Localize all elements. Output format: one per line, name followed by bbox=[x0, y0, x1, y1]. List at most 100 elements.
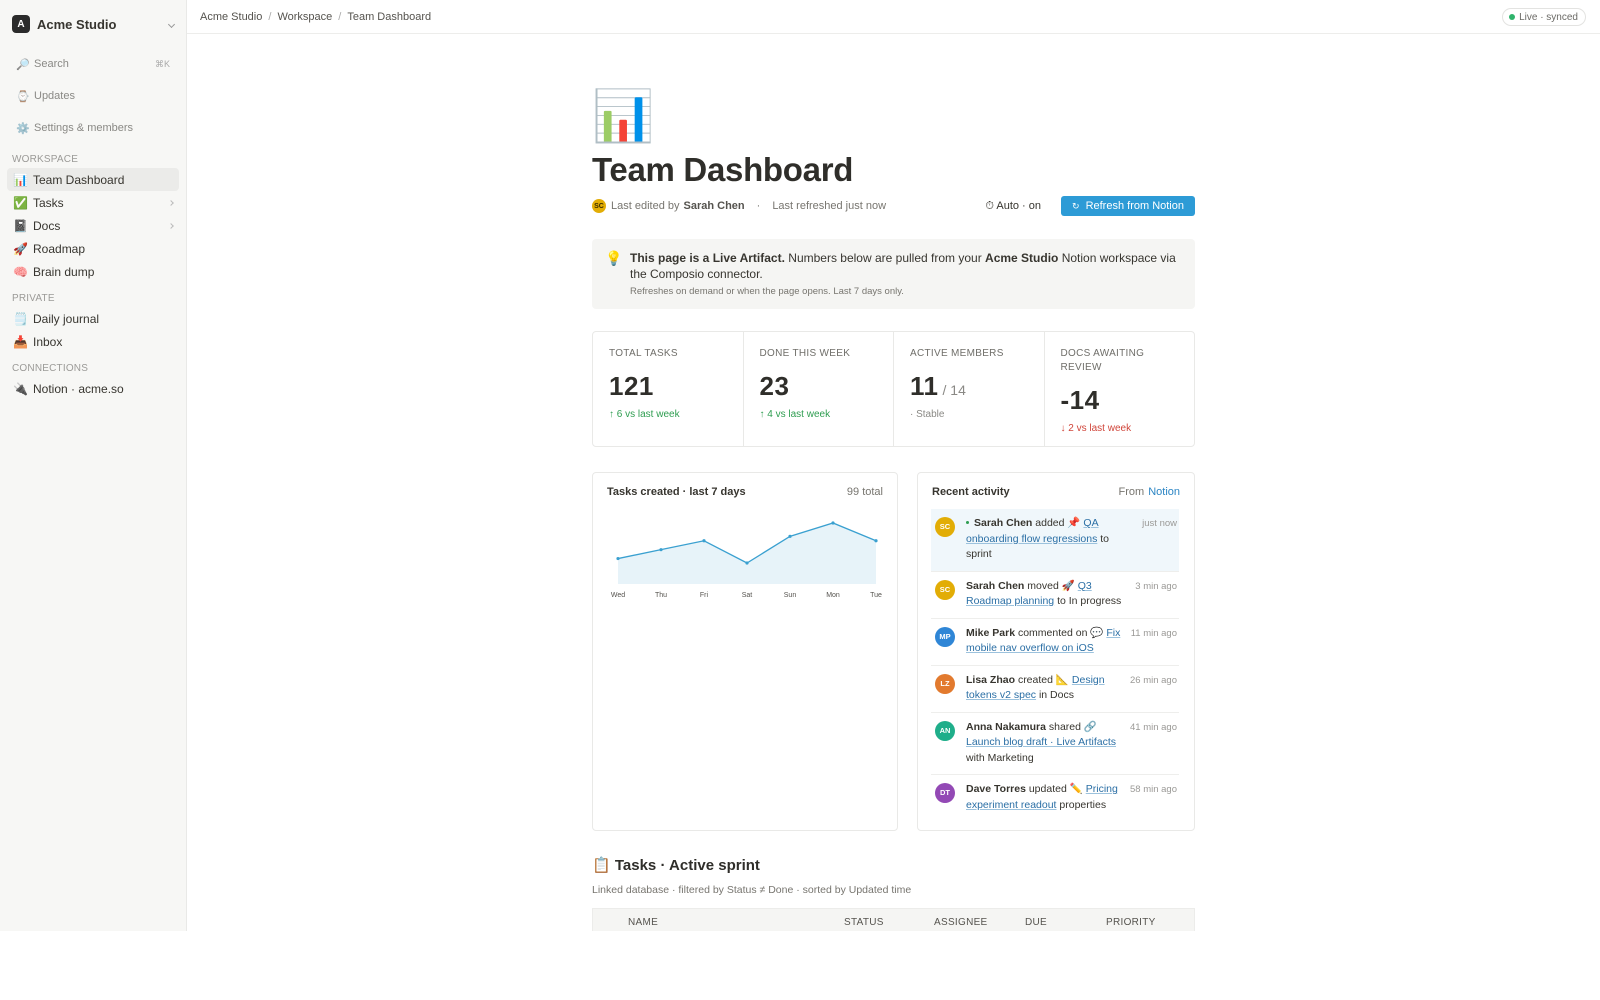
sidebar-item[interactable]: 🚀 Roadmap bbox=[7, 237, 179, 260]
stat-delta: · Stable bbox=[910, 409, 945, 420]
column-header[interactable]: PRIORITY bbox=[1106, 917, 1156, 928]
sidebar-item[interactable]: ✅ Tasks bbox=[7, 191, 179, 214]
sidebar-item[interactable]: 📓 Docs bbox=[7, 214, 179, 237]
callout-icon: 💡 bbox=[605, 250, 623, 266]
column-header[interactable]: ASSIGNEE bbox=[934, 917, 988, 928]
item-label: Docs bbox=[33, 218, 61, 233]
sync-status: Live · synced bbox=[1502, 8, 1586, 26]
action: added bbox=[1035, 517, 1065, 529]
area bbox=[618, 523, 876, 584]
activity-rest: to sprint bbox=[966, 532, 1110, 561]
target-link[interactable]: Q3 Roadmap planning bbox=[966, 579, 1092, 608]
actor: Lisa Zhao bbox=[966, 673, 1016, 686]
stat-value: 23 bbox=[760, 371, 878, 402]
target-link[interactable]: QA onboarding flow regressions bbox=[966, 517, 1099, 545]
chart-total: 99 total bbox=[846, 486, 883, 498]
target-link[interactable]: Launch blog draft · Live Artifacts bbox=[966, 736, 1116, 748]
auto-refresh[interactable]: ⏱ Auto · on bbox=[985, 200, 1041, 213]
action: updated bbox=[1028, 783, 1067, 795]
column-header[interactable]: DUE bbox=[1025, 917, 1048, 928]
activity-item: AN Anna Nakamura shared 🔗 Launch blog dra… bbox=[931, 713, 1179, 775]
stat-suffix: / 14 bbox=[942, 382, 966, 398]
time: just now bbox=[1142, 518, 1177, 529]
target-link[interactable]: Design tokens v2 spec bbox=[966, 673, 1105, 702]
column-header[interactable]: NAME bbox=[628, 917, 659, 928]
auto-icon: ⏱ bbox=[985, 199, 994, 212]
activity-text: Mike Park commented on 💬 Fix mobile nav … bbox=[966, 626, 1124, 657]
workspace-switcher[interactable]: A Acme Studio bbox=[0, 0, 186, 48]
time: 3 min ago bbox=[1135, 580, 1177, 592]
activity-item: SC Sarah Chen moved 🚀 Q3 Roadmap planning… bbox=[931, 572, 1179, 619]
breadcrumb[interactable]: Workspace bbox=[277, 10, 333, 23]
target-icon: 🚀 bbox=[1061, 579, 1075, 592]
time: 58 min ago bbox=[1129, 784, 1177, 795]
refresh-button[interactable]: ↻ Refresh from Notion bbox=[1061, 196, 1195, 216]
source-link[interactable]: Notion bbox=[1148, 486, 1180, 498]
topbar: Acme Studio / Workspace / Team Dashboard Liv… bbox=[187, 0, 1600, 34]
chevron bbox=[168, 199, 174, 206]
item-label: Tasks bbox=[33, 195, 64, 210]
chevron bbox=[168, 222, 174, 229]
app: A Acme Studio 🔎 Search ⌘K ⌚ Updates ⚙️ Setting… bbox=[0, 0, 1600, 931]
item-label: Brain dump bbox=[33, 264, 95, 279]
item-icon: 🧠 bbox=[13, 264, 28, 279]
section-title: WORKSPACE bbox=[12, 154, 79, 165]
table-title-text: Tasks · Active sprint bbox=[614, 857, 760, 874]
activity-text: Lisa Zhao created 📐 Design tokens v2 spe… bbox=[966, 673, 1124, 704]
separator: · bbox=[756, 200, 761, 212]
sidebar-item[interactable]: 📊 Team Dashboard bbox=[7, 168, 179, 191]
stat-value: 121 bbox=[609, 371, 727, 402]
sidebar-nav: 🔎 Search ⌘K ⌚ Updates ⚙️ Settings & members bbox=[0, 48, 186, 144]
activity-rest: with Marketing bbox=[966, 751, 1034, 764]
action: commented on bbox=[1017, 626, 1088, 639]
nav-icon: ⚙️ bbox=[16, 122, 30, 135]
item-icon: 📥 bbox=[13, 334, 28, 349]
target-link[interactable]: Fix mobile nav overflow on iOS bbox=[966, 626, 1121, 655]
nav-label: Settings & members bbox=[34, 122, 134, 134]
activity-rest: in Docs bbox=[1038, 689, 1074, 701]
callout: 💡 This page is a Live Artifact. Numbers … bbox=[592, 239, 1195, 309]
avatar: DT bbox=[935, 783, 955, 803]
item-icon: 📓 bbox=[13, 218, 28, 233]
target-link[interactable]: Pricing experiment readout bbox=[966, 783, 1118, 811]
point bbox=[745, 561, 749, 565]
chart-header: Tasks created · last 7 days 99 total bbox=[607, 486, 883, 498]
column-header[interactable]: STATUS bbox=[844, 917, 884, 928]
x-tick-label: Mon bbox=[826, 592, 840, 599]
chart-panel: Tasks created · last 7 days 99 total Wed T… bbox=[592, 472, 898, 831]
target-icon: 💬 bbox=[1090, 626, 1104, 639]
item-icon: 🔌 bbox=[13, 381, 28, 396]
activity-text: Sarah Chen added 📌 QA onboarding flow re… bbox=[966, 516, 1124, 563]
activity-rest: properties bbox=[1059, 798, 1107, 811]
refreshed: Last refreshed just now bbox=[772, 200, 887, 212]
nav-item[interactable]: ⚙️ Settings & members bbox=[0, 112, 186, 144]
breadcrumb[interactable]: Team Dashboard bbox=[347, 10, 432, 23]
nav-label: Search bbox=[34, 58, 69, 70]
breadcrumb[interactable]: Acme Studio bbox=[200, 10, 263, 23]
x-tick-label: Tue bbox=[870, 592, 882, 599]
time: 26 min ago bbox=[1129, 674, 1177, 686]
stat-label: ACTIVE MEMBERS bbox=[910, 348, 1004, 359]
breadcrumbs: Acme Studio / Workspace / Team Dashboard bbox=[200, 11, 431, 23]
nav-item[interactable]: ⌚ Updates bbox=[0, 80, 186, 112]
item-icon: 🚀 bbox=[13, 241, 28, 256]
chart: Wed Thu Fri Sat Sun Mon Tue bbox=[611, 521, 882, 599]
actor: Dave Torres bbox=[966, 783, 1026, 795]
avatar: LZ bbox=[935, 673, 955, 694]
stat-delta: ↑ 6 vs last week bbox=[609, 409, 680, 420]
sidebar-item[interactable]: 🗒️ Daily journal bbox=[7, 307, 179, 330]
item-icon: 🗒️ bbox=[13, 311, 28, 326]
sidebar-sections: WORKSPACE 📊 Team Dashboard ✅ Tasks 📓 Docs 🚀 Road… bbox=[0, 144, 186, 400]
sidebar: A Acme Studio 🔎 Search ⌘K ⌚ Updates ⚙️ Setting… bbox=[0, 0, 187, 931]
x-tick-label: Wed bbox=[611, 592, 625, 599]
sidebar-item[interactable]: 🧠 Brain dump bbox=[7, 260, 179, 283]
nav-item[interactable]: 🔎 Search ⌘K bbox=[0, 48, 186, 80]
action: moved bbox=[1027, 579, 1059, 592]
avatar: MP bbox=[935, 626, 955, 647]
table-subtitle: Linked database · filtered by Status ≠ D… bbox=[592, 884, 912, 896]
sidebar-item[interactable]: 🔌 Notion · acme.so bbox=[7, 377, 179, 400]
sidebar-item[interactable]: 📥 Inbox bbox=[7, 330, 179, 353]
auto-label: Auto · on bbox=[996, 199, 1042, 212]
status-dot bbox=[1509, 14, 1516, 20]
